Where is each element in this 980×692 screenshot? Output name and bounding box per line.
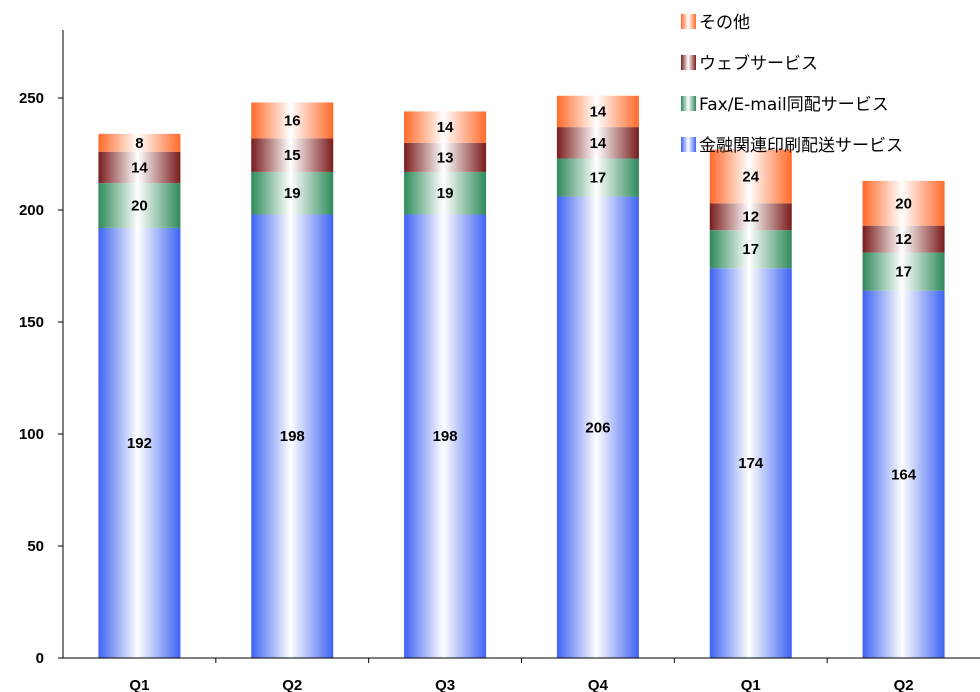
bar-segment [98,183,181,228]
data-label: 206 [585,419,610,436]
x-tick-label: Q2 [282,677,302,692]
y-tick-label: 100 [19,426,44,443]
bar-segment [404,142,487,172]
data-label: 174 [738,455,764,472]
y-tick-label: 200 [19,202,44,219]
bar-segment [98,227,181,659]
bar-segment [862,180,945,226]
data-label: 8 [135,135,143,152]
data-label: 19 [284,185,301,202]
legend-swatch [681,14,696,29]
bar-segment [709,149,792,204]
bar-segment [251,138,334,172]
x-tick-label: Q4 [588,677,609,692]
legend-label: 金融関連印刷配送サービス [699,136,903,156]
data-label: 12 [895,231,912,248]
data-label: 17 [895,264,912,281]
bar-segment [251,102,334,139]
legend-swatch [681,55,696,70]
bar-segment [709,203,792,231]
data-label: 14 [437,119,454,136]
data-label: 14 [590,135,607,152]
data-label: 15 [284,147,301,164]
bar-segment [404,111,487,143]
y-tick-label: 50 [27,538,44,555]
bar-segment [556,196,639,658]
bar-segment [862,225,945,253]
bar-segment [556,95,639,128]
data-label: 16 [284,112,301,129]
data-labels-layer: 192 20 14 8 198 19 15 16 198 19 13 14 206 17 14 14 174 17… [127,103,917,483]
x-tick-label: Q1 [129,677,149,692]
bar-segment [709,268,792,658]
legend-label: ウェブサービス [699,53,818,74]
bar-segment [98,151,181,184]
legend-swatch [681,137,696,152]
x-tick-label: Q3 [435,677,455,692]
legend-swatch [681,96,696,111]
data-label: 164 [891,466,917,483]
bar-segment [404,171,487,215]
axes-layer: Q1 Q2 Q3 Q4 Q1 Q2 0 50 100 150 200 250 [19,30,980,692]
bar-segment [862,252,945,291]
bar-segment [709,230,792,269]
data-label: 198 [433,428,458,445]
bar-segment [251,214,334,659]
bars-layer [98,95,945,659]
data-label: 13 [437,149,454,166]
data-label: 17 [742,241,759,258]
bar-segment [862,290,945,658]
data-label: 24 [742,168,759,185]
legend-label: その他 [699,13,750,33]
bar-segment [556,158,639,197]
data-label: 19 [437,185,454,202]
bar-segment [251,171,334,215]
data-label: 192 [127,435,152,452]
data-label: 20 [131,198,148,215]
data-label: 14 [590,103,607,120]
y-tick-label: 250 [19,90,44,107]
y-tick-label: 0 [36,650,44,667]
x-tick-label: Q2 [894,677,914,692]
legend-label: Fax/E-mail同配サービス [699,95,889,115]
data-label: 14 [131,159,148,176]
bar-segment [556,127,639,159]
data-label: 198 [280,428,305,445]
x-tick-label: Q1 [741,677,761,692]
bar-segment [404,214,487,659]
bar-segment [98,133,181,152]
data-label: 20 [895,195,912,212]
data-label: 17 [590,170,607,187]
y-tick-label: 150 [19,314,44,331]
data-label: 12 [742,209,759,226]
